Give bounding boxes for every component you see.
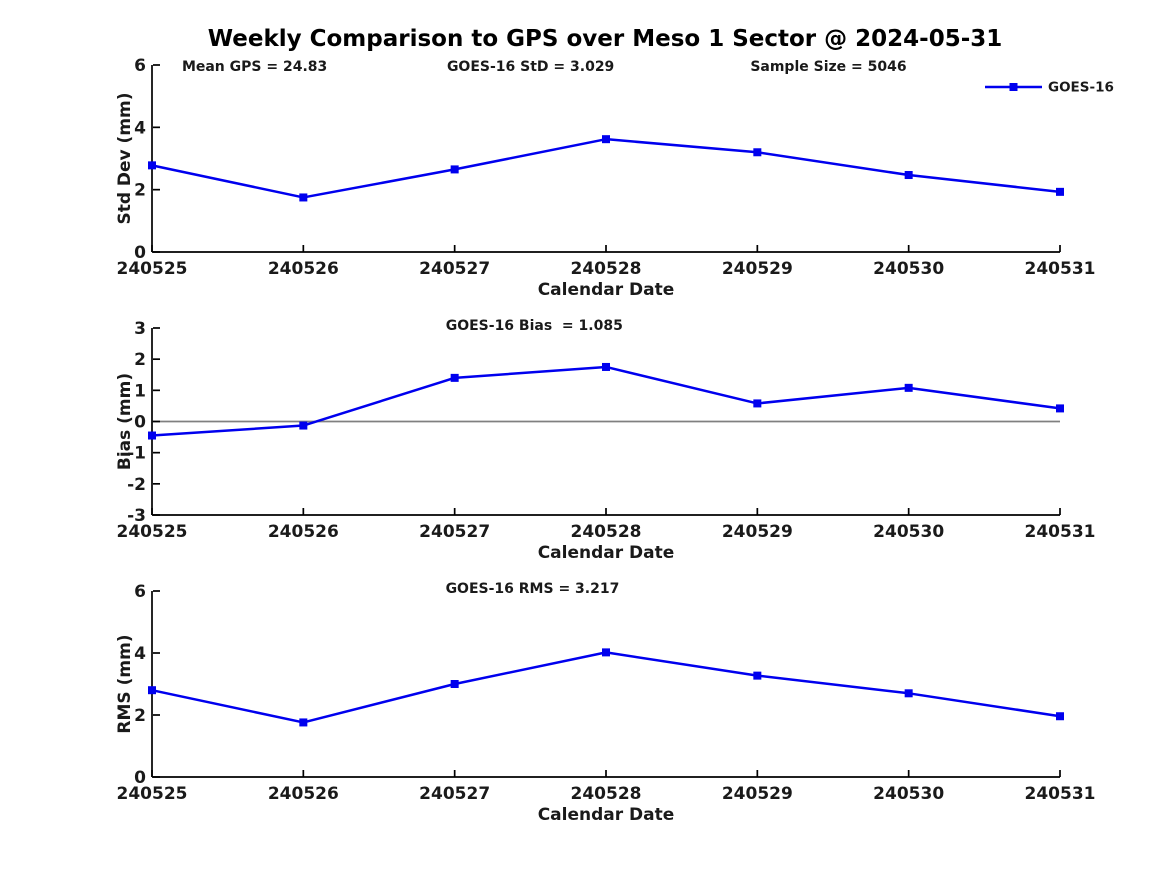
data-point	[753, 148, 762, 157]
x-tick-label: 240528	[571, 259, 642, 279]
annotation: GOES-16 StD = 3.029	[447, 59, 614, 75]
y-tick-label: 0	[134, 412, 146, 432]
annotation: GOES-16 Bias = 1.085	[446, 318, 623, 334]
x-tick-label: 240528	[571, 522, 642, 542]
data-point	[904, 689, 913, 698]
data-point	[148, 431, 156, 440]
data-point	[602, 135, 610, 144]
data-point	[904, 383, 913, 392]
subplot-bias: -3 -2 -1 0 1 2 3 240525 240526 240527 240528 240529…	[115, 318, 1096, 563]
y-tick-label: 4	[134, 118, 146, 138]
y-tick-label: 0	[134, 243, 146, 263]
data-point	[299, 421, 308, 430]
x-tick-label: 240525	[117, 259, 188, 279]
x-tick-label: 240526	[268, 784, 339, 804]
data-point	[753, 671, 762, 680]
data-point	[450, 165, 459, 174]
x-tick-label: 240526	[268, 522, 339, 542]
x-tick-label: 240530	[873, 784, 944, 804]
data-point	[602, 362, 610, 371]
x-tick-label: 240529	[722, 522, 793, 542]
x-tick-label: 240529	[722, 259, 793, 279]
data-line-goes-16	[151, 137, 1061, 199]
data-point	[904, 171, 913, 180]
y-tick-label: 3	[134, 319, 146, 339]
data-point	[602, 648, 610, 657]
y-tick-label: 6	[134, 56, 146, 76]
annotation: Sample Size = 5046	[750, 59, 906, 75]
data-point	[450, 373, 459, 382]
y-tick-label: -3	[127, 506, 146, 526]
data-point	[753, 399, 762, 408]
figure-title: Weekly Comparison to GPS over Meso 1 Sec…	[207, 26, 1003, 52]
y-tick-label: 1	[134, 381, 146, 401]
y-tick-label: 2	[134, 181, 146, 201]
y-tick-label: 2	[134, 350, 146, 370]
x-tick-label: 240528	[571, 784, 642, 804]
y-axis-label: Bias (mm)	[115, 373, 135, 470]
data-point	[299, 193, 308, 202]
data-point	[1056, 404, 1064, 413]
y-tick-label: 4	[134, 644, 146, 664]
data-point	[299, 718, 308, 727]
x-tick-label: 240531	[1025, 259, 1096, 279]
y-tick-label: -2	[127, 475, 146, 495]
legend-marker	[1009, 83, 1018, 91]
x-axis-label: Calendar Date	[538, 543, 675, 563]
legend: GOES-16	[985, 80, 1114, 96]
y-tick-label: -1	[127, 444, 146, 464]
x-tick-label: 240526	[268, 259, 339, 279]
legend-label: GOES-16	[1048, 80, 1114, 96]
annotation: GOES-16 RMS = 3.217	[446, 581, 620, 597]
data-line-goes-16	[151, 365, 1061, 437]
x-tick-label: 240531	[1025, 784, 1096, 804]
y-tick-label: 6	[134, 582, 146, 602]
x-tick-label: 240525	[117, 522, 188, 542]
x-axis-label: Calendar Date	[538, 280, 675, 300]
x-tick-label: 240530	[873, 522, 944, 542]
subplot-std-dev: 0 2 4 6 240525 240526 240527 240528 240529 240530…	[115, 56, 1114, 300]
x-tick-label: 240530	[873, 259, 944, 279]
data-line-goes-16	[151, 651, 1061, 724]
x-tick-label: 240529	[722, 784, 793, 804]
x-tick-label: 240527	[419, 784, 490, 804]
y-tick-label: 2	[134, 706, 146, 726]
annotation: Mean GPS = 24.83	[182, 59, 327, 75]
y-tick-label: 0	[134, 768, 146, 788]
data-point	[1056, 712, 1064, 721]
y-axis-label: Std Dev (mm)	[115, 92, 135, 224]
x-axis-label: Calendar Date	[538, 805, 675, 825]
data-point	[450, 680, 459, 688]
data-point	[1056, 187, 1064, 196]
x-tick-label: 240525	[117, 784, 188, 804]
x-tick-label: 240527	[419, 522, 490, 542]
x-tick-label: 240527	[419, 259, 490, 279]
data-point	[148, 686, 156, 695]
subplot-rms: 0 2 4 6 240525 240526 240527 240528 240529 240530…	[115, 581, 1096, 825]
x-tick-label: 240531	[1025, 522, 1096, 542]
data-point	[148, 161, 156, 170]
y-axis-label: RMS (mm)	[115, 634, 135, 733]
